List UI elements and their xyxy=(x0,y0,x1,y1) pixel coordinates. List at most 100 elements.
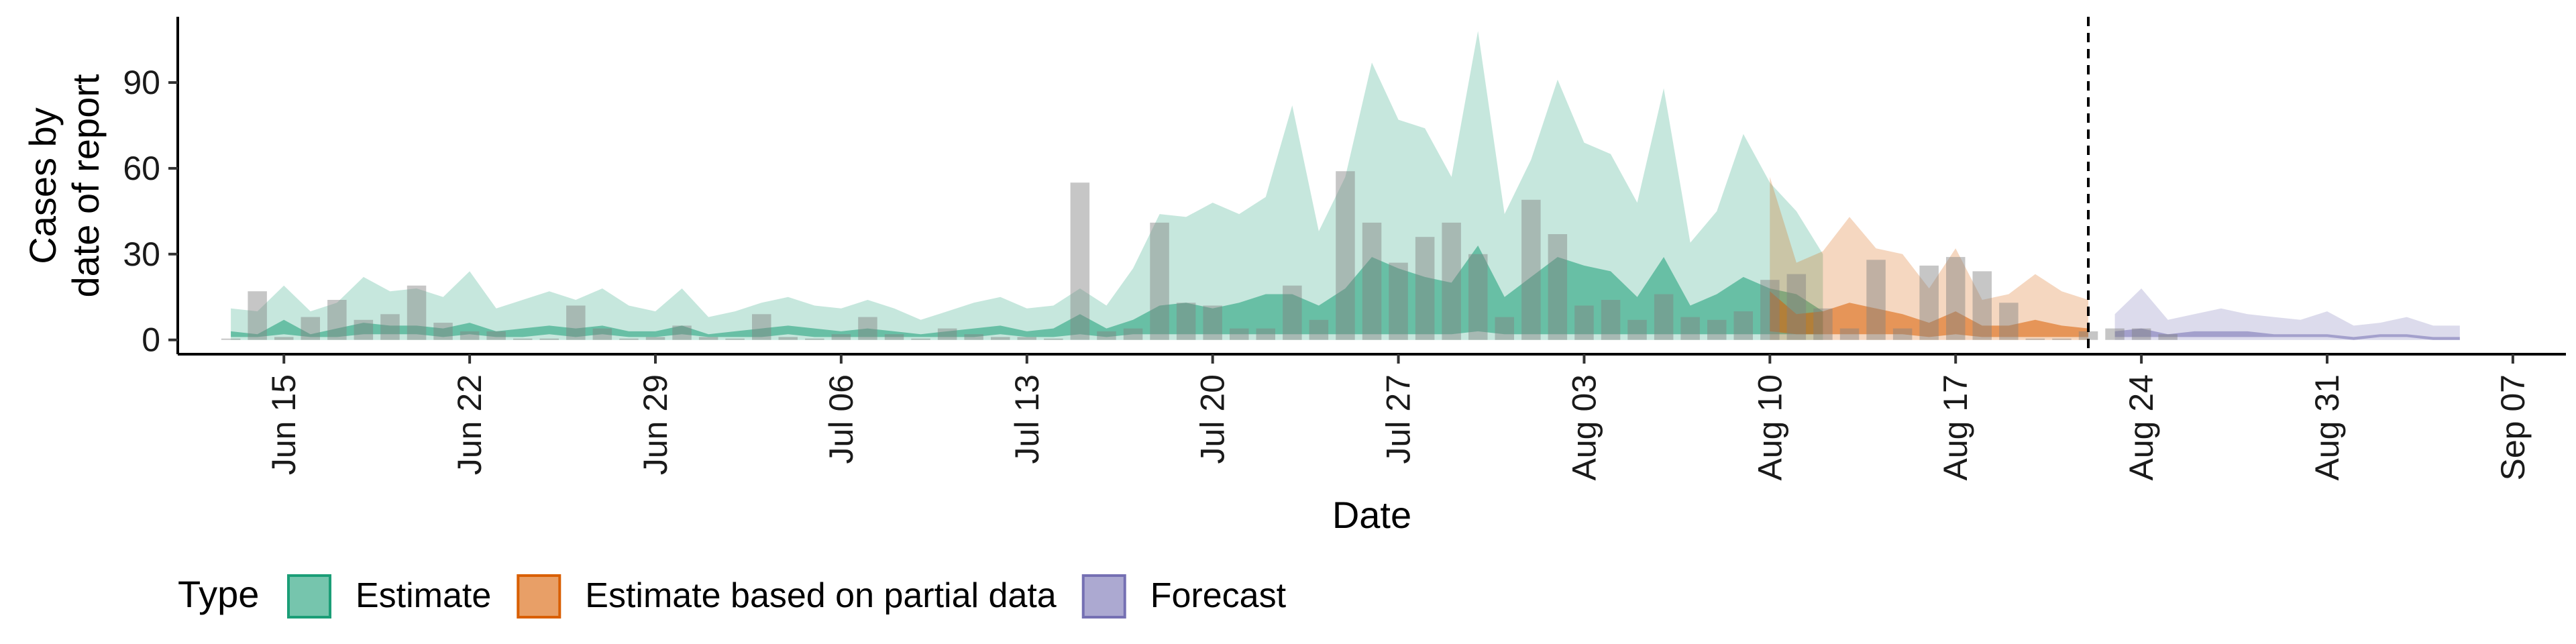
reported-bar xyxy=(1150,222,1169,340)
x-tick-label: Jun 29 xyxy=(637,374,674,475)
reported-bar xyxy=(1123,328,1143,340)
reported-bar xyxy=(1786,274,1807,340)
reported-bar xyxy=(752,314,771,340)
x-axis-title: Date xyxy=(1332,494,1411,536)
reported-bar xyxy=(1760,280,1780,340)
reported-bar xyxy=(221,338,241,340)
reported-bar xyxy=(645,337,665,340)
reported-bar xyxy=(1362,222,1382,340)
reported-bar xyxy=(1866,260,1886,340)
reported-bar xyxy=(566,305,586,340)
reported-bar xyxy=(1892,328,1913,340)
x-tick-label: Jul 27 xyxy=(1380,374,1417,464)
x-tick-label: Aug 03 xyxy=(1565,374,1603,480)
legend-label: Estimate xyxy=(356,576,491,615)
reported-bar xyxy=(327,300,347,340)
reported-bar xyxy=(991,337,1010,340)
reported-bar xyxy=(1256,328,1275,340)
x-tick-label: Sep 07 xyxy=(2494,374,2532,480)
band-50-estimate-based-on-partial-data xyxy=(1770,291,2088,337)
reported-bar xyxy=(884,334,904,340)
legend-swatch xyxy=(287,574,331,619)
x-tick-label: Jul 20 xyxy=(1194,374,1232,464)
reported-bar xyxy=(1097,331,1116,340)
reported-bar xyxy=(858,317,877,340)
axes: 0 30 60 90 Jun 15 Jun 22 Jun 29 Jul 06 Jul 13 Jul… xyxy=(21,17,2566,536)
band-90-estimate-based-on-partial-data xyxy=(1770,176,2088,340)
reported-bar xyxy=(1548,234,1568,340)
reported-bar xyxy=(698,337,718,340)
reported-bar xyxy=(831,334,851,340)
x-tick-label: Aug 17 xyxy=(1937,374,1974,480)
reported-bar xyxy=(1574,305,1594,340)
y-tick-label: 30 xyxy=(123,235,160,273)
reported-bar xyxy=(619,338,639,340)
reported-bar xyxy=(1680,317,1700,340)
y-tick-label: 90 xyxy=(123,64,160,101)
reported-bar xyxy=(2105,328,2125,340)
reported-bar xyxy=(1176,303,1196,340)
reported-bar xyxy=(1707,319,1727,340)
reported-bar xyxy=(1495,317,1514,340)
reported-bar xyxy=(460,331,480,340)
reported-bar xyxy=(1813,308,1833,340)
reported-bar xyxy=(1468,254,1488,340)
y-axis-title: Cases by date of report xyxy=(21,74,107,298)
reported-bar xyxy=(725,338,745,340)
reported-bar xyxy=(433,323,453,340)
reported-bar xyxy=(1203,305,1222,340)
legend-label: Forecast xyxy=(1150,576,1287,615)
reported-bar xyxy=(1070,182,1090,340)
reported-bar xyxy=(248,291,267,340)
reported-bar xyxy=(407,285,427,340)
reported-bar xyxy=(778,337,798,340)
x-tick-label: Jun 22 xyxy=(451,374,488,475)
reported-case-bars xyxy=(221,171,2178,340)
uncertainty-bands xyxy=(231,31,2460,340)
reported-bar xyxy=(301,317,320,340)
reported-bar xyxy=(1283,285,1302,340)
x-tick-label: Aug 31 xyxy=(2308,374,2346,480)
reported-bar xyxy=(274,337,294,340)
reported-bar xyxy=(1442,222,1461,340)
legend-swatch xyxy=(1081,574,1126,619)
reported-bar xyxy=(1309,319,1329,340)
reported-bar xyxy=(2078,331,2098,340)
reported-bar xyxy=(805,338,824,340)
reported-bar xyxy=(1919,265,1939,340)
reported-bar xyxy=(2158,334,2178,340)
reported-bar xyxy=(937,328,957,340)
reported-bar xyxy=(1017,337,1036,340)
legend-label: Estimate based on partial data xyxy=(585,576,1057,615)
band-50-forecast xyxy=(2114,328,2460,340)
y-tick-label: 60 xyxy=(123,150,160,187)
reported-bar xyxy=(1044,338,1063,340)
reported-bar xyxy=(2052,338,2072,340)
reported-bar xyxy=(592,328,612,340)
x-tick-label: Jul 13 xyxy=(1008,374,1046,464)
reported-bar xyxy=(2025,338,2045,340)
x-tick-label: Aug 24 xyxy=(2123,374,2160,480)
reported-bar xyxy=(1627,319,1647,340)
reported-bar xyxy=(1946,257,1966,340)
reported-bar xyxy=(539,338,559,340)
reported-bar xyxy=(964,334,983,340)
reported-bar xyxy=(1972,271,1992,340)
reported-bar xyxy=(380,314,400,340)
reported-bar xyxy=(1336,171,1355,340)
band-50-estimate xyxy=(231,246,1823,337)
legend-title: Type xyxy=(178,573,259,615)
reported-bar xyxy=(486,331,506,340)
x-tick-label: Jun 15 xyxy=(265,374,303,475)
y-axis-title-line: date of report xyxy=(64,74,107,298)
reported-bar xyxy=(1839,328,1860,340)
reported-bar xyxy=(354,319,374,340)
y-axis-title-line: Cases by xyxy=(21,107,64,264)
reported-bar xyxy=(1230,328,1249,340)
band-90-forecast xyxy=(2114,288,2460,340)
reported-bar xyxy=(1733,311,1753,340)
reported-bar xyxy=(1999,303,2019,340)
legend: Type Estimate Estimate based on partial da… xyxy=(178,573,1287,619)
